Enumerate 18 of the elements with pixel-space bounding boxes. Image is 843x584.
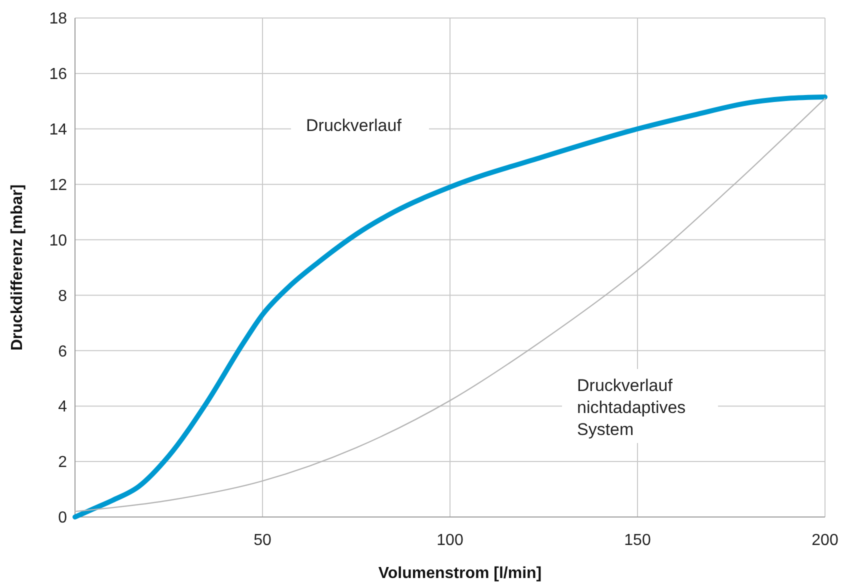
x-tick-label: 100 <box>436 532 464 549</box>
x-tick-label: 200 <box>812 532 838 549</box>
y-tick-label: 2 <box>58 454 68 472</box>
x-tick-label: 50 <box>254 532 272 549</box>
y-tick-label: 14 <box>49 121 68 138</box>
y-tick-label: 6 <box>58 343 68 360</box>
y-tick-label: 16 <box>49 66 68 84</box>
x-tick-label: 150 <box>624 532 651 549</box>
y-tick-label: 4 <box>58 398 68 416</box>
y-tick-label: 12 <box>49 176 68 194</box>
y-tick-label: 10 <box>49 232 68 250</box>
annotation: Druckverlauf <box>306 116 402 135</box>
annotation: Druckverlauf nichtadaptives System <box>577 376 686 439</box>
y-tick-label: 8 <box>58 288 68 305</box>
x-axis-title: Volumenstrom [l/min] <box>378 565 542 582</box>
y-tick-label: 0 <box>58 510 68 527</box>
y-axis-title: Druckdifferenz [mbar] <box>9 184 26 351</box>
y-tick-label: 18 <box>49 10 68 28</box>
